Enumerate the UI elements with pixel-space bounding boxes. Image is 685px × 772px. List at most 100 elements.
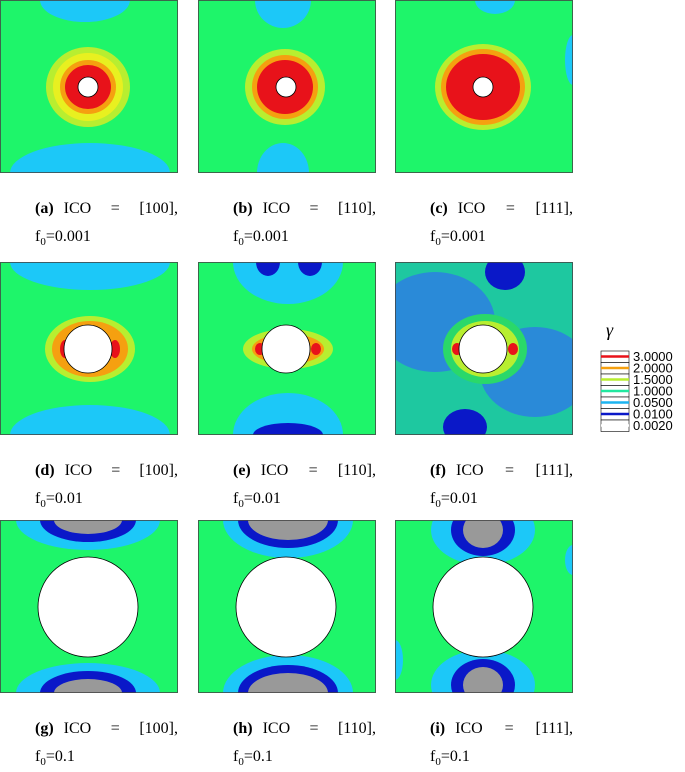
contour-region <box>10 262 170 290</box>
caption: (e) ICO = [110], f0=0.01 <box>233 462 376 510</box>
contour-panel <box>198 520 376 693</box>
caption-text: ICO = [111], <box>455 462 573 479</box>
legend-label: 0.0020 <box>633 418 673 433</box>
contour-region <box>298 262 322 276</box>
caption: (d) ICO = [100], f0=0.01 <box>35 462 178 510</box>
f-value: =0.01 <box>243 490 281 507</box>
f-value: =0.001 <box>45 228 91 245</box>
f-sub: 0 <box>40 756 46 769</box>
contour-panel <box>395 262 573 435</box>
f-symbol: f <box>430 228 436 245</box>
f-symbol: f <box>233 490 239 507</box>
contour-region <box>395 640 403 680</box>
f-value: =0.001 <box>243 228 289 245</box>
f-symbol: f <box>35 490 41 507</box>
contour-region <box>485 262 525 290</box>
contour-panel <box>395 0 573 173</box>
panel-border <box>198 520 376 693</box>
caption-line: (h) ICO = [110], <box>233 720 376 738</box>
legend-label: 3.0000 <box>633 349 673 364</box>
void <box>261 324 311 374</box>
void <box>63 324 113 374</box>
caption-line: (i) ICO = [111], <box>430 720 573 738</box>
contour-region <box>40 0 130 22</box>
caption-text: ICO = [110], <box>260 462 376 479</box>
contour-panel <box>0 0 178 173</box>
caption-line: f0=0.001 <box>35 228 178 248</box>
contour-region <box>256 262 280 276</box>
f-sub: 0 <box>40 236 46 249</box>
caption: (h) ICO = [110], f0=0.1 <box>233 720 376 768</box>
caption-text: ICO = [111], <box>457 200 573 217</box>
contour-region <box>253 423 323 435</box>
caption-line: (f) ICO = [111], <box>430 462 573 480</box>
contour-region <box>248 520 328 540</box>
f-sub: 0 <box>435 236 441 249</box>
f-sub: 0 <box>40 498 46 511</box>
panel-label: (e) <box>233 462 251 479</box>
contour-region <box>110 340 120 358</box>
legend-label: 1.5000 <box>633 372 673 387</box>
contour-region <box>54 679 122 693</box>
f-symbol: f <box>430 490 436 507</box>
f-value: =0.001 <box>440 228 486 245</box>
caption-text: ICO = [110], <box>262 200 376 217</box>
f-value: =0.01 <box>440 490 478 507</box>
caption: (c) ICO = [111], f0=0.001 <box>430 200 573 248</box>
caption-line: f0=0.01 <box>233 490 376 510</box>
f-sub: 0 <box>238 236 244 249</box>
panel-border <box>198 262 376 435</box>
caption-text: ICO = [100], <box>63 200 178 217</box>
contour-region <box>257 143 309 173</box>
f-symbol: f <box>233 748 239 765</box>
caption-line: f0=0.1 <box>35 748 178 768</box>
panel-border <box>395 0 573 173</box>
panel-label: (h) <box>233 720 253 737</box>
panel-label: (i) <box>430 720 446 737</box>
contour-panel <box>0 520 178 693</box>
caption: (g) ICO = [100], f0=0.1 <box>35 720 178 768</box>
caption-line: f0=0.1 <box>233 748 376 768</box>
caption-line: (g) ICO = [100], <box>35 720 178 738</box>
caption-line: f0=0.1 <box>430 748 573 768</box>
contour-region <box>248 673 328 693</box>
caption: (b) ICO = [110], f0=0.001 <box>233 200 376 248</box>
contour-region <box>10 143 170 173</box>
f-value: =0.01 <box>45 490 83 507</box>
f-symbol: f <box>430 748 436 765</box>
panel-label: (f) <box>430 462 446 479</box>
contour-region <box>255 0 311 28</box>
caption-line: (a) ICO = [100], <box>35 200 178 218</box>
contour-region <box>443 409 487 435</box>
caption-line: f0=0.001 <box>233 228 376 248</box>
panel-label: (b) <box>233 200 253 217</box>
contour-panel <box>198 0 376 173</box>
void <box>37 556 139 658</box>
caption-text: ICO = [100], <box>64 462 178 479</box>
legend-symbol: γ <box>606 320 614 340</box>
contour-region <box>10 405 170 435</box>
void <box>77 76 99 98</box>
contour-region <box>54 520 122 534</box>
contour-region <box>463 520 503 548</box>
void <box>432 556 534 658</box>
caption-line: (e) ICO = [110], <box>233 462 376 480</box>
f-value: =0.1 <box>45 748 75 765</box>
contour-region <box>475 0 515 14</box>
caption-line: f0=0.01 <box>430 490 573 510</box>
caption: (i) ICO = [111], f0=0.1 <box>430 720 573 768</box>
f-symbol: f <box>35 228 41 245</box>
caption-text: ICO = [100], <box>63 720 178 737</box>
f-symbol: f <box>233 228 239 245</box>
f-value: =0.1 <box>440 748 470 765</box>
caption-line: f0=0.001 <box>430 228 573 248</box>
panel-border <box>0 0 178 173</box>
contour-region <box>463 667 503 693</box>
f-sub: 0 <box>435 756 441 769</box>
legend-label: 2.0000 <box>633 361 673 376</box>
f-sub: 0 <box>238 498 244 511</box>
caption-line: (b) ICO = [110], <box>233 200 376 218</box>
contour-region <box>233 393 343 435</box>
contour-panel <box>395 520 573 693</box>
